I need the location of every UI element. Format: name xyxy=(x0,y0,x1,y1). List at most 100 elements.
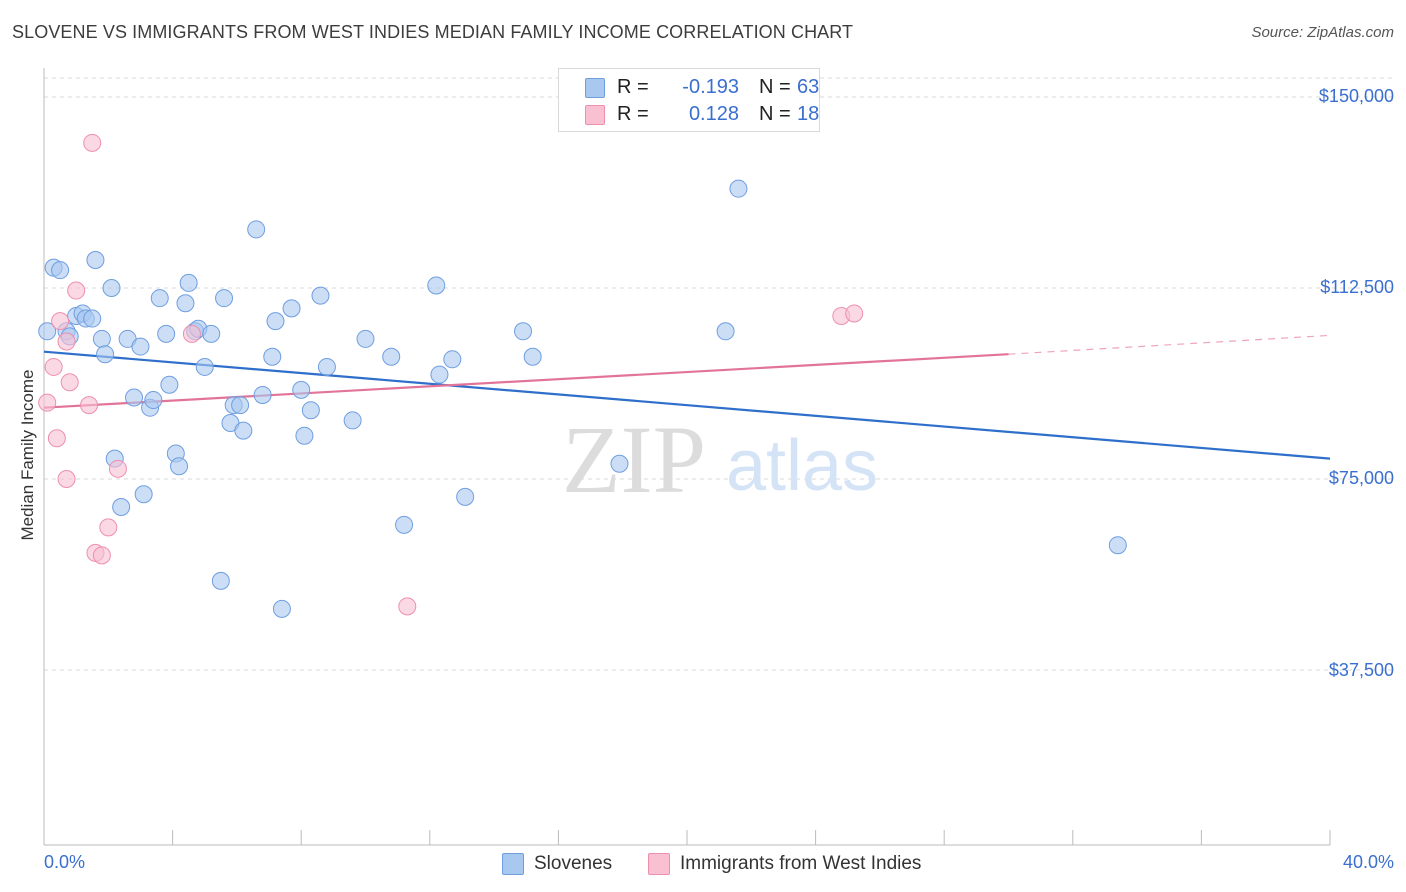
west-indies-point xyxy=(92,546,111,565)
slovenes-point xyxy=(211,571,230,590)
slovenes-point xyxy=(131,337,150,356)
slovenes-point xyxy=(282,299,301,318)
slovenes-point xyxy=(176,294,195,313)
y-tick-label: $150,000 xyxy=(1318,86,1394,106)
slovenes-point xyxy=(215,289,234,308)
slovenes-point xyxy=(395,515,414,534)
slovenes-point xyxy=(430,365,449,384)
slovenes-point xyxy=(343,411,362,430)
slovenes-point xyxy=(125,388,144,407)
west-indies-point xyxy=(80,396,99,415)
slovenes-point xyxy=(234,421,253,440)
slovenes-point xyxy=(311,286,330,305)
legend-r-label: R = xyxy=(617,76,649,98)
slovenes-point xyxy=(610,454,629,473)
west-indies-point xyxy=(845,304,864,323)
x-min-label: 0.0% xyxy=(44,852,86,872)
west-indies-point xyxy=(398,597,417,616)
slovenes-point xyxy=(317,357,336,376)
slovenes-point xyxy=(356,329,375,348)
slovenes-point xyxy=(134,485,153,504)
slovenes-point xyxy=(729,179,748,198)
west-indies-point xyxy=(51,312,70,331)
west-indies-point xyxy=(60,373,79,392)
west-indies-point xyxy=(99,518,118,537)
slovenes-point xyxy=(86,250,105,269)
west-indies-point xyxy=(182,324,201,343)
slovenes-point xyxy=(443,350,462,369)
west-indies-point xyxy=(57,470,76,488)
trend-lines xyxy=(43,334,1331,460)
slovenes-point xyxy=(272,599,291,618)
west-indies-point xyxy=(44,357,63,376)
slovenes-point xyxy=(150,289,169,308)
slovenes-point xyxy=(427,276,446,295)
slovenes-point xyxy=(170,457,189,476)
chart-title: SLOVENE VS IMMIGRANTS FROM WEST INDIES M… xyxy=(12,22,854,42)
scatter-points xyxy=(38,133,1127,618)
trend-line xyxy=(43,350,1331,460)
y-axis-title: Median Family Income xyxy=(18,369,37,541)
slovenes-point xyxy=(231,396,250,415)
legend-n-label: N = xyxy=(759,76,791,98)
trend-line xyxy=(43,353,1009,409)
watermark-atlas: atlas xyxy=(726,426,878,506)
slovenes-point xyxy=(112,498,131,517)
slovenes-point xyxy=(456,487,475,506)
y-tick-label: $75,000 xyxy=(1328,468,1394,488)
slovenes-point xyxy=(295,426,314,445)
watermark-zip: ZIP xyxy=(562,406,706,513)
axes xyxy=(43,68,1331,846)
slovenes-point xyxy=(157,324,176,343)
west-indies-point xyxy=(38,393,57,412)
slovenes-point xyxy=(247,220,266,239)
slovenes-point xyxy=(292,380,311,399)
legend-swatch-slovenes xyxy=(585,78,605,98)
slovenes-point xyxy=(102,279,121,297)
slovenes-point xyxy=(38,322,57,341)
legend-r-value: -0.193 xyxy=(682,76,739,98)
y-tick-label: $112,500 xyxy=(1320,277,1394,297)
slovenes-point xyxy=(160,375,179,394)
west-indies-point xyxy=(67,281,86,300)
slovenes-point xyxy=(253,385,272,404)
y-tick-label: $37,500 xyxy=(1328,660,1394,680)
slovenes-point xyxy=(202,324,221,343)
series-swatch-slovenes xyxy=(502,853,524,875)
legend-r-label: R = xyxy=(617,103,649,125)
slovenes-point xyxy=(263,347,282,366)
series-swatch-west-indies xyxy=(648,853,670,875)
west-indies-point xyxy=(83,133,102,152)
slovenes-point xyxy=(1108,536,1127,555)
slovenes-point xyxy=(92,329,111,348)
slovenes-point xyxy=(96,345,115,364)
series-label-west-indies: Immigrants from West Indies xyxy=(680,853,922,874)
legend-n-value: 63 xyxy=(797,76,820,98)
series-label-slovenes: Slovenes xyxy=(534,853,613,874)
slovenes-point xyxy=(716,322,735,341)
slovenes-point xyxy=(51,261,70,280)
legend-n-value: 18 xyxy=(797,103,820,125)
watermark: ZIP atlas xyxy=(562,406,878,513)
slovenes-point xyxy=(514,322,533,341)
source-credit: Source: ZipAtlas.com xyxy=(1251,24,1394,41)
legend-r-value: 0.128 xyxy=(688,103,739,125)
legend-n-label: N = xyxy=(759,103,791,125)
slovenes-point xyxy=(266,312,285,331)
slovenes-point xyxy=(523,347,542,366)
west-indies-point xyxy=(47,429,66,448)
legend-swatch-west-indies xyxy=(585,105,605,125)
x-max-label: 40.0% xyxy=(1342,852,1394,872)
west-indies-point xyxy=(57,332,76,351)
slovenes-point xyxy=(144,391,163,410)
correlation-legend: R = -0.193 N = 63 R = 0.128 N = 18 xyxy=(558,68,820,132)
grid-lines xyxy=(44,77,1394,671)
slovenes-point xyxy=(83,309,102,328)
slovenes-point xyxy=(195,357,214,376)
slovenes-point xyxy=(301,401,320,420)
slovenes-point xyxy=(382,347,401,366)
trend-line-extension xyxy=(1008,334,1331,355)
west-indies-point xyxy=(108,459,127,478)
slovenes-point xyxy=(179,273,198,292)
